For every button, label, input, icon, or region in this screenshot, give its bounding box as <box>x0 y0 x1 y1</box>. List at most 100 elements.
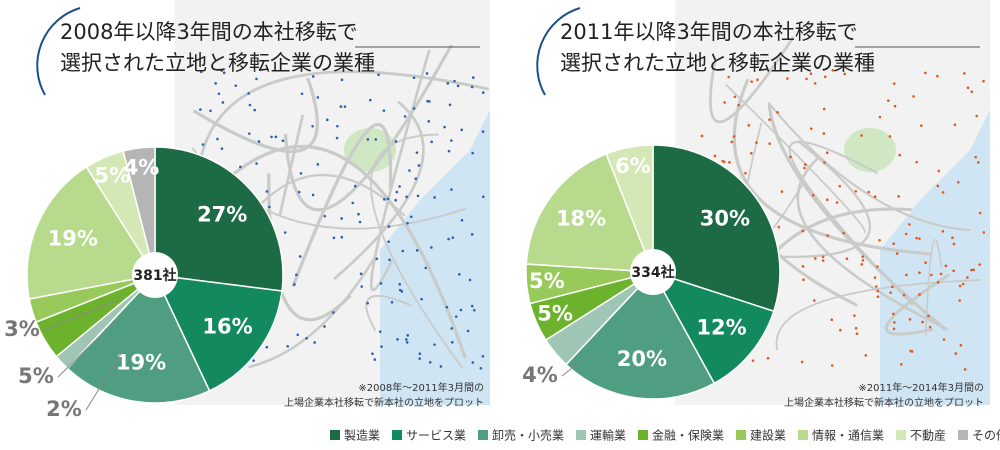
location-dot <box>864 354 868 357</box>
location-dot <box>972 268 975 272</box>
location-dot <box>274 135 278 139</box>
location-dot <box>891 285 894 289</box>
road <box>775 279 981 351</box>
location-dot <box>908 318 912 321</box>
location-dot <box>892 82 896 85</box>
location-dot <box>976 161 980 164</box>
location-dot <box>416 194 420 198</box>
location-dot <box>958 299 962 302</box>
location-dot <box>460 128 464 132</box>
location-dot <box>860 134 863 137</box>
location-dot <box>428 361 432 364</box>
location-dot <box>861 255 865 258</box>
location-dot <box>451 236 455 239</box>
location-dot <box>414 177 418 181</box>
location-dot <box>369 98 372 102</box>
park <box>344 128 396 172</box>
location-dot <box>744 171 747 175</box>
location-dot <box>747 124 751 127</box>
location-dot <box>831 69 835 72</box>
location-dot <box>214 82 217 85</box>
pie-slice <box>122 146 156 276</box>
location-dot <box>756 78 759 82</box>
value-label: 16% <box>202 315 252 339</box>
location-dot <box>247 92 250 95</box>
value-label: 5% <box>94 163 130 187</box>
location-dot <box>876 289 880 293</box>
location-dot <box>942 338 946 341</box>
location-dot <box>975 114 978 118</box>
location-dot <box>861 259 865 262</box>
note: 上場企業本社移転で新本社の立地をプロット <box>784 396 984 409</box>
location-dot <box>405 338 408 341</box>
legend-swatch <box>638 430 648 440</box>
pie-slice <box>652 144 781 313</box>
note: 上場企業本社移転で新本社の立地をプロット <box>284 396 484 409</box>
value-label: 27% <box>197 203 247 227</box>
location-dot <box>470 233 474 236</box>
road <box>732 78 931 256</box>
location-dot <box>339 105 343 108</box>
location-dot <box>835 201 839 204</box>
pie-slice <box>525 152 655 273</box>
location-dot <box>360 285 364 288</box>
location-dot <box>845 257 849 260</box>
value-label: 5% <box>18 364 54 388</box>
road <box>767 102 971 232</box>
location-dot <box>220 147 224 150</box>
location-dot <box>253 108 257 112</box>
location-dot <box>340 235 344 239</box>
location-dot <box>728 161 731 164</box>
location-dot <box>415 151 419 154</box>
location-dot <box>952 242 956 246</box>
location-dot <box>326 118 329 122</box>
location-dot <box>953 123 957 127</box>
leader-line <box>561 361 581 377</box>
location-dot <box>823 75 827 79</box>
location-dot <box>867 190 871 194</box>
location-dot <box>733 95 737 99</box>
location-dot <box>447 149 451 153</box>
location-dot <box>878 238 881 242</box>
location-dot <box>377 73 380 77</box>
location-dot <box>311 124 314 128</box>
location-dot <box>270 135 273 139</box>
value-label: 3% <box>4 317 40 341</box>
location-dot <box>777 225 781 229</box>
location-dot <box>958 284 962 288</box>
location-dot <box>825 198 829 202</box>
location-dot <box>727 75 731 79</box>
location-dot <box>430 246 433 249</box>
location-dot <box>892 327 896 331</box>
location-dot <box>378 330 382 333</box>
location-dot <box>479 366 483 370</box>
location-dot <box>978 211 982 215</box>
legend-swatch <box>798 430 808 440</box>
pie-slice <box>154 146 284 292</box>
location-dot <box>379 282 383 285</box>
location-dot <box>358 220 362 224</box>
location-dot <box>406 334 410 337</box>
water <box>380 110 490 405</box>
location-dot <box>283 231 287 234</box>
location-dot <box>963 368 967 371</box>
location-dot <box>353 184 357 188</box>
location-dot <box>854 326 858 330</box>
title-arc <box>536 7 581 96</box>
location-dot <box>450 139 453 142</box>
road <box>291 122 393 288</box>
location-dot <box>895 252 899 255</box>
location-dot <box>412 107 416 110</box>
legend-label: サービス業 <box>406 429 466 443</box>
location-dot <box>217 92 221 96</box>
road <box>885 273 950 336</box>
location-dot <box>768 118 771 121</box>
location-dot <box>295 273 298 277</box>
location-dot <box>786 77 789 80</box>
location-dot <box>899 362 903 366</box>
legend-swatch <box>958 430 968 440</box>
location-dot <box>332 311 335 314</box>
location-dot <box>222 71 226 75</box>
location-dot <box>826 234 829 237</box>
